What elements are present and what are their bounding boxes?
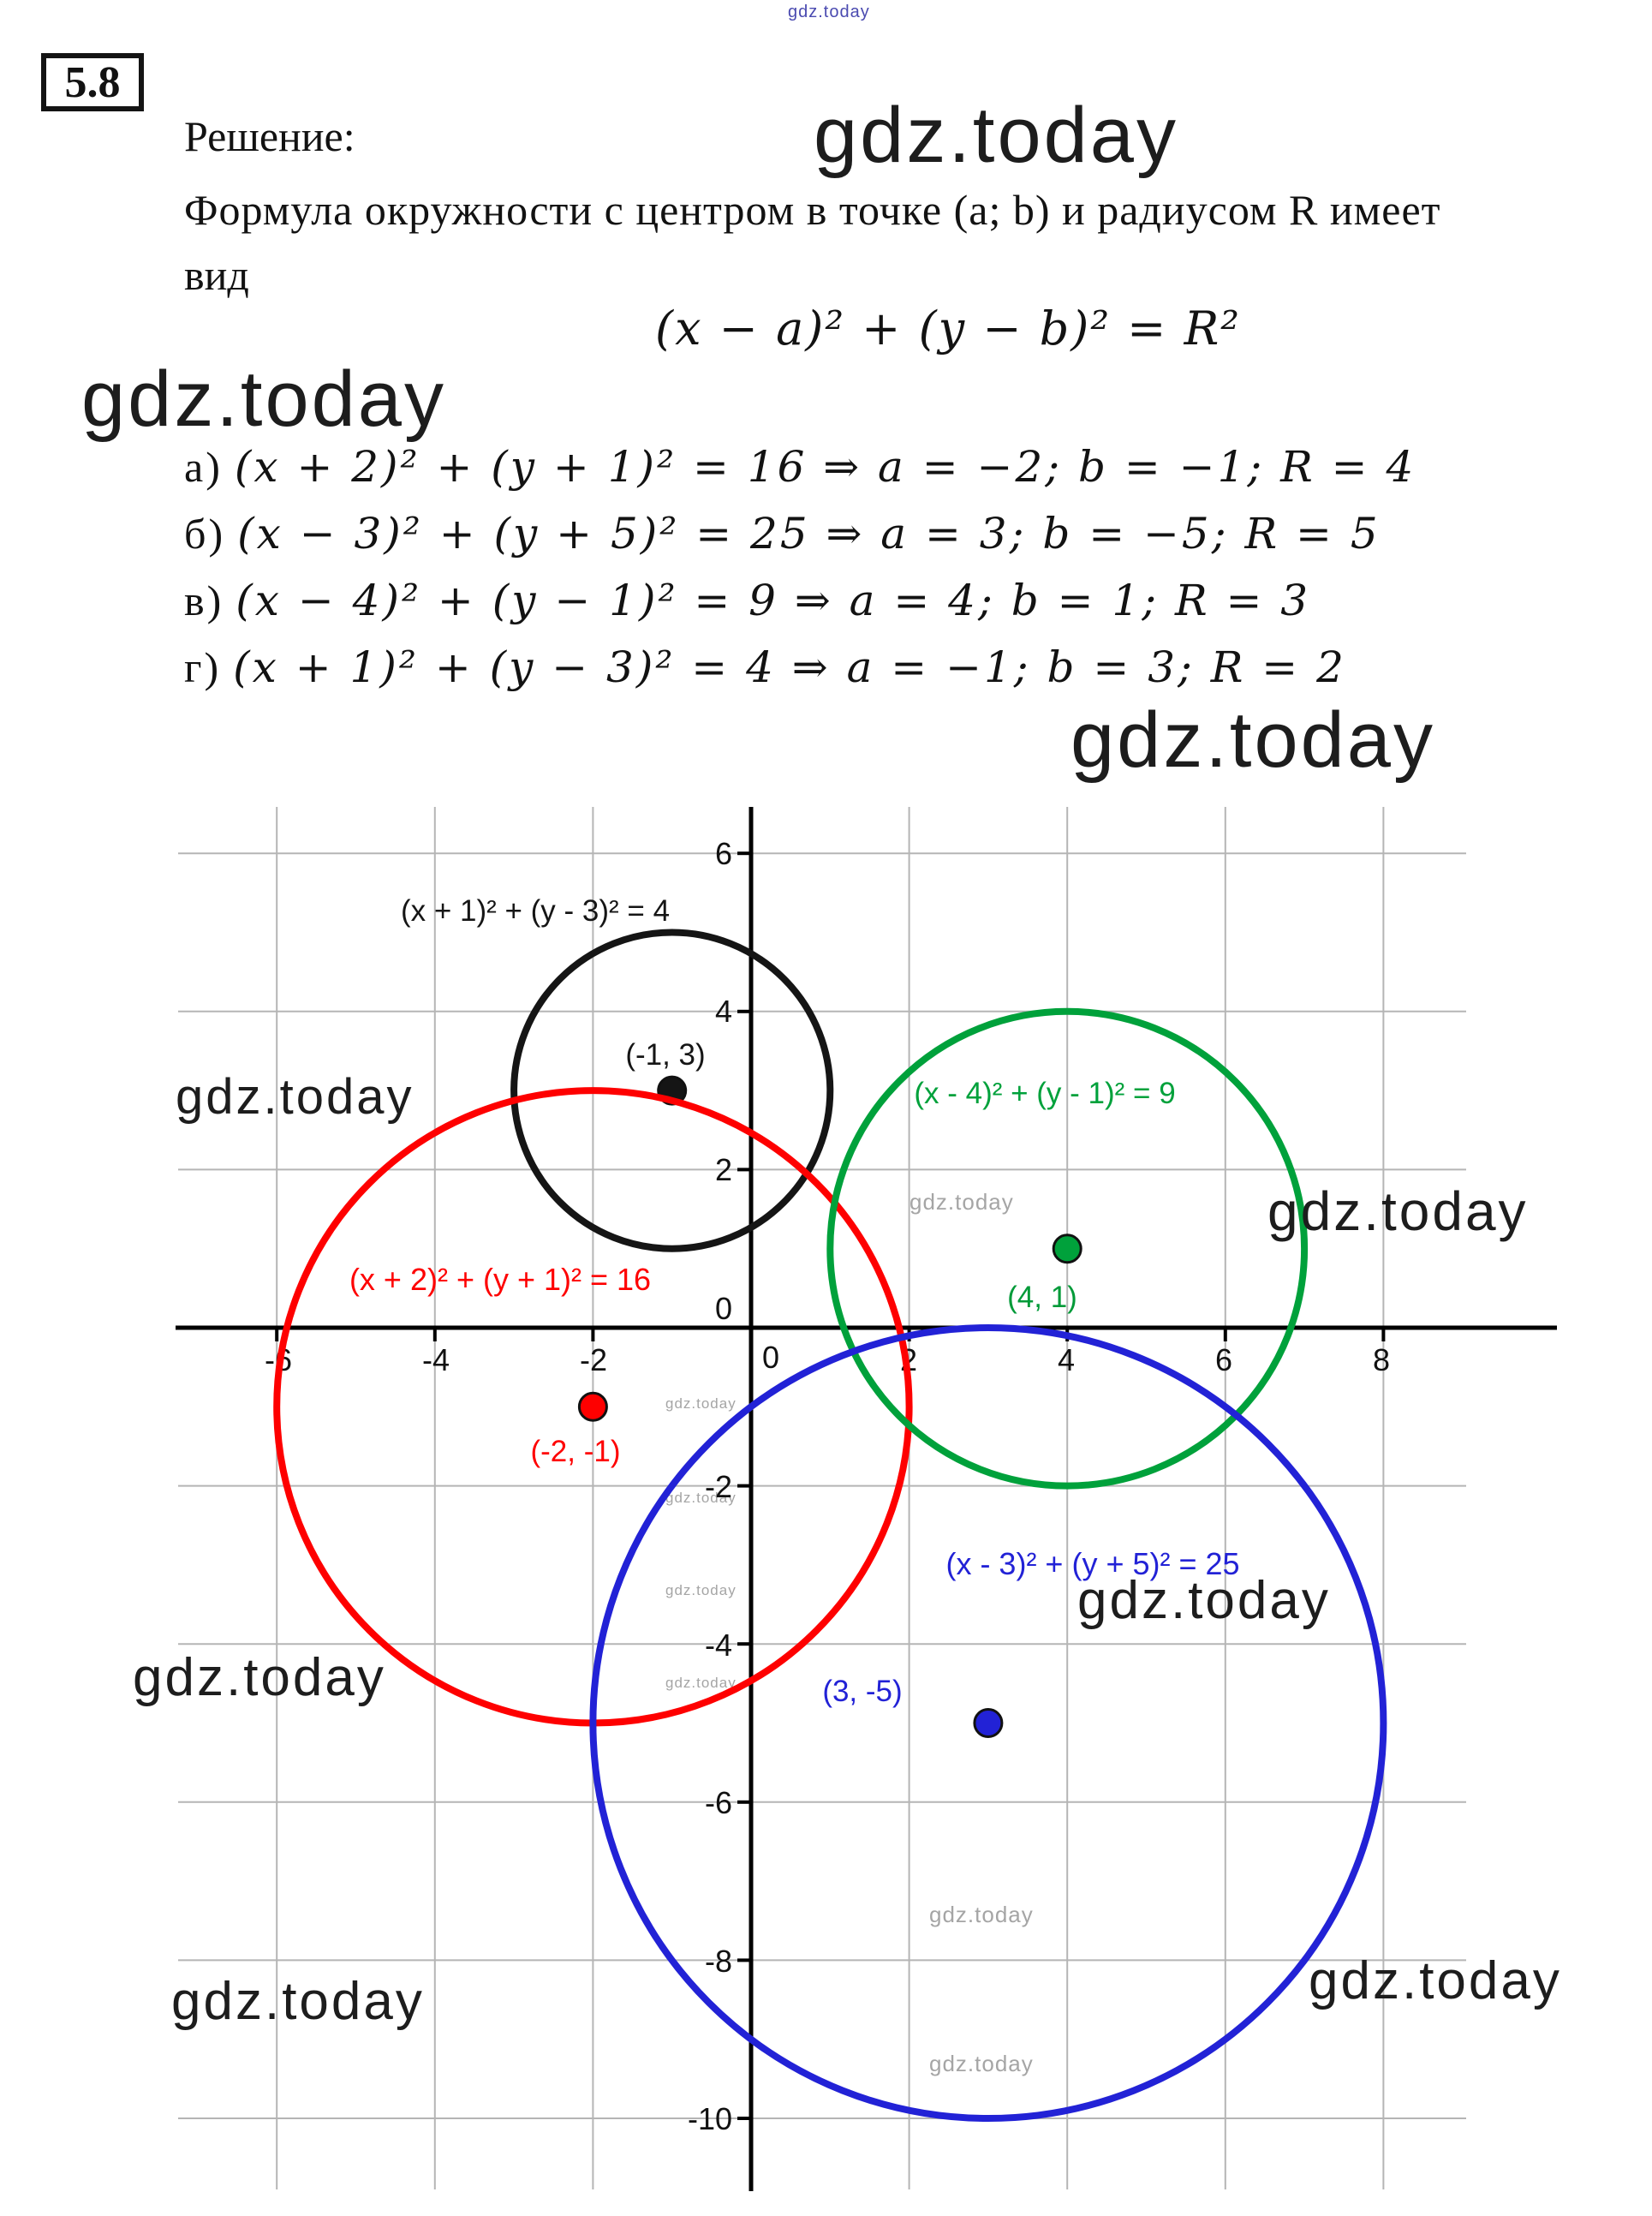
item-letter: г) (184, 643, 222, 691)
axis-tick-label: -4 (422, 1342, 450, 1377)
watermark-large: gdz.today (133, 1648, 386, 1707)
watermark-large: gdz.today (171, 1972, 425, 2031)
plot-label: (x - 3)² + (y + 5)² = 25 (945, 1546, 1239, 1581)
axis-tick-label: 4 (715, 994, 732, 1029)
solution-item-v: в) (x − 4)² + (y − 1)² = 9 ⇒ a = 4; b = 1… (184, 576, 1310, 625)
axis-tick-label: 0 (715, 1291, 732, 1326)
item-math: (x − 3)² + (y + 5)² = 25 ⇒ a = 3; b = −5… (237, 509, 1381, 558)
solution-item-b: б) (x − 3)² + (y + 5)² = 25 ⇒ a = 3; b = … (184, 509, 1381, 558)
axis-tick-label: -6 (705, 1785, 732, 1820)
solution-item-a: а) (x + 2)² + (y + 1)² = 16 ⇒ a = −2; b =… (184, 442, 1416, 492)
solution-heading: Решение: (184, 112, 355, 160)
circle-v (826, 1007, 1309, 1490)
axis-tick-label: -4 (705, 1628, 732, 1663)
plot-label: (x + 1)² + (y - 3)² = 4 (401, 894, 670, 928)
item-letter: в) (184, 576, 224, 624)
item-math: (x + 1)² + (y − 3)² = 4 ⇒ a = −1; b = 3;… (233, 642, 1346, 692)
watermark-small: gdz.today (665, 1675, 737, 1691)
item-letter: б) (184, 510, 226, 558)
axis-tick-label: 0 (762, 1340, 779, 1375)
axis-tick-label: -8 (705, 1944, 732, 1979)
watermark-large: gdz.today (814, 92, 1178, 179)
watermark-small: gdz.today (665, 1582, 737, 1598)
plot-label: (4, 1) (1007, 1281, 1077, 1314)
circle-g (510, 929, 834, 1252)
axis-tick-label: 6 (1215, 1342, 1232, 1377)
circle-a-center-point (577, 1391, 608, 1422)
watermark-large: gdz.today (1071, 696, 1435, 784)
item-letter: а) (184, 443, 223, 491)
plot-label: (3, -5) (822, 1675, 902, 1708)
plot-label: (-2, -1) (531, 1435, 621, 1468)
watermark-small: gdz.today (929, 2051, 1034, 2076)
watermark-large: gdz.today (81, 355, 446, 443)
circle-formula: (x − a)² + (y − b)² = R² (655, 302, 1241, 355)
watermark-small: gdz.today (665, 1395, 737, 1412)
plot-label: (-1, 3) (625, 1038, 705, 1072)
axis-tick-label: 2 (715, 1152, 732, 1187)
circle-b (589, 1324, 1387, 2122)
axis-tick-label: -2 (580, 1342, 607, 1377)
axis-tick-label: -2 (705, 1469, 732, 1504)
plot-label: (x + 2)² + (y + 1)² = 16 (349, 1262, 651, 1297)
intro-text-line1: Формула окружности с центром в точке (a;… (184, 186, 1441, 234)
watermark-large: gdz.today (176, 1069, 414, 1125)
watermark-large: gdz.today (1267, 1180, 1529, 1242)
axis-tick-label: 8 (1373, 1342, 1390, 1377)
watermark-small: gdz.today (909, 1189, 1014, 1215)
tiny-top-watermark: gdz.today (788, 3, 870, 21)
axis-tick-label: 4 (1058, 1342, 1075, 1377)
problem-number: 5.8 (64, 57, 121, 107)
problem-number-box: 5.8 (41, 53, 144, 111)
axis-tick-label: 6 (715, 836, 732, 871)
item-math: (x − 4)² + (y − 1)² = 9 ⇒ a = 4; b = 1; … (236, 576, 1311, 625)
watermark-large: gdz.today (1077, 1571, 1331, 1630)
watermark-small: gdz.today (665, 1490, 737, 1506)
watermark-small: gdz.today (929, 1902, 1034, 1927)
plot-label: (x - 4)² + (y - 1)² = 9 (914, 1077, 1175, 1110)
solution-item-g: г) (x + 1)² + (y − 3)² = 4 ⇒ a = −1; b = … (184, 642, 1346, 692)
item-math: (x + 2)² + (y + 1)² = 16 ⇒ a = −2; b = −… (234, 442, 1416, 492)
intro-text-line2: вид (184, 251, 249, 299)
circle-b-center-point (973, 1708, 1004, 1738)
axis-tick-label: -10 (688, 2101, 732, 2136)
watermark-large: gdz.today (1309, 1951, 1562, 2010)
circle-v-center-point (1052, 1233, 1082, 1264)
